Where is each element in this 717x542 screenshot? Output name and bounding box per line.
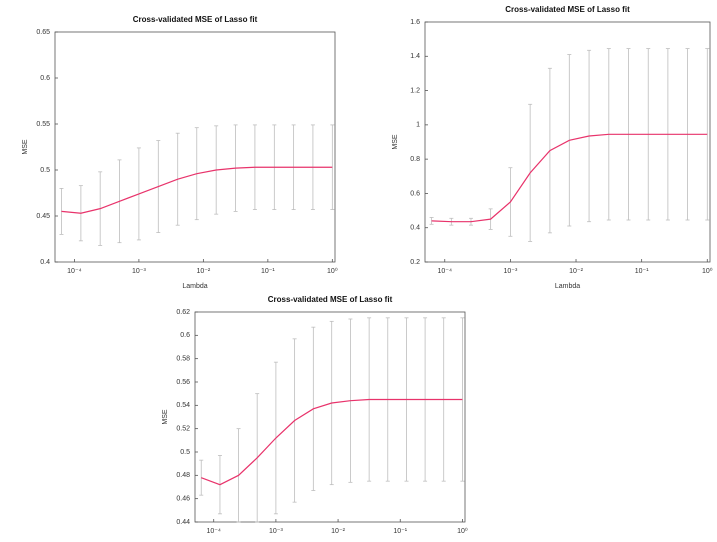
- chart-title: Cross-validated MSE of Lasso fit: [505, 5, 630, 14]
- y-tick-label: 0.62: [176, 309, 190, 316]
- chart: Cross-validated MSE of Lasso fit Lambda MS…: [22, 15, 338, 290]
- y-tick-label: 0.44: [176, 519, 190, 526]
- y-tick-label: 1.4: [410, 53, 420, 60]
- y-tick-label: 0.6: [180, 332, 190, 339]
- y-axis-label: MSE: [392, 134, 399, 150]
- plot-area: [55, 32, 335, 262]
- x-tick-label: 10⁰: [702, 267, 713, 275]
- x-tick-label: 10⁻⁴: [67, 268, 82, 275]
- figure: Cross-validated MSE of Lasso fit Lambda MS…: [0, 0, 717, 542]
- x-axis-label: Lambda: [555, 283, 580, 290]
- y-tick-label: 0.45: [36, 213, 50, 220]
- x-tick-label: 10⁻³: [503, 268, 517, 275]
- y-tick-label: 0.65: [36, 29, 50, 36]
- x-tick-label: 10⁻²: [196, 268, 210, 275]
- y-tick-label: 0.58: [176, 356, 190, 363]
- y-tick-label: 0.52: [176, 426, 190, 433]
- y-tick-label: 0.48: [176, 472, 190, 479]
- x-tick-label: 10⁻¹: [393, 528, 407, 535]
- y-tick-label: 1: [416, 122, 420, 129]
- x-tick-label: 10⁻¹: [261, 268, 275, 275]
- y-tick-label: 0.5: [180, 449, 190, 456]
- y-axis-label: MSE: [162, 409, 169, 425]
- y-tick-label: 0.55: [36, 121, 50, 128]
- y-tick-label: 0.56: [176, 379, 190, 386]
- x-tick-label: 10⁻¹: [635, 268, 649, 275]
- y-tick-label: 1.2: [410, 87, 420, 94]
- y-tick-label: 1.6: [410, 19, 420, 26]
- x-tick-label: 10⁰: [327, 267, 338, 275]
- y-tick-label: 0.46: [176, 496, 190, 503]
- plot-area: [195, 312, 465, 522]
- chart: Cross-validated MSE of Lasso fit Lambda MS…: [392, 5, 713, 290]
- y-tick-label: 0.5: [40, 167, 50, 174]
- y-tick-label: 0.2: [410, 259, 420, 266]
- chart-title: Cross-validated MSE of Lasso fit: [133, 15, 258, 24]
- y-tick-label: 0.8: [410, 156, 420, 163]
- y-tick-label: 0.54: [176, 402, 190, 409]
- x-tick-label: 10⁻³: [132, 268, 146, 275]
- x-tick-label: 10⁻²: [331, 528, 345, 535]
- x-tick-label: 10⁻⁴: [438, 268, 453, 275]
- y-tick-label: 0.6: [410, 190, 420, 197]
- y-tick-label: 0.4: [40, 259, 50, 266]
- y-tick-label: 0.4: [410, 225, 420, 232]
- x-tick-label: 10⁻³: [269, 528, 283, 535]
- y-axis-label: MSE: [22, 139, 29, 155]
- chart: Cross-validated MSE of Lasso fit MSE 0.44 0…: [162, 295, 468, 535]
- chart-title: Cross-validated MSE of Lasso fit: [268, 295, 393, 304]
- y-tick-label: 0.6: [40, 75, 50, 82]
- x-tick-label: 10⁻⁴: [206, 528, 221, 535]
- x-tick-label: 10⁰: [457, 527, 468, 535]
- x-tick-label: 10⁻²: [569, 268, 583, 275]
- x-axis-label: Lambda: [182, 283, 207, 290]
